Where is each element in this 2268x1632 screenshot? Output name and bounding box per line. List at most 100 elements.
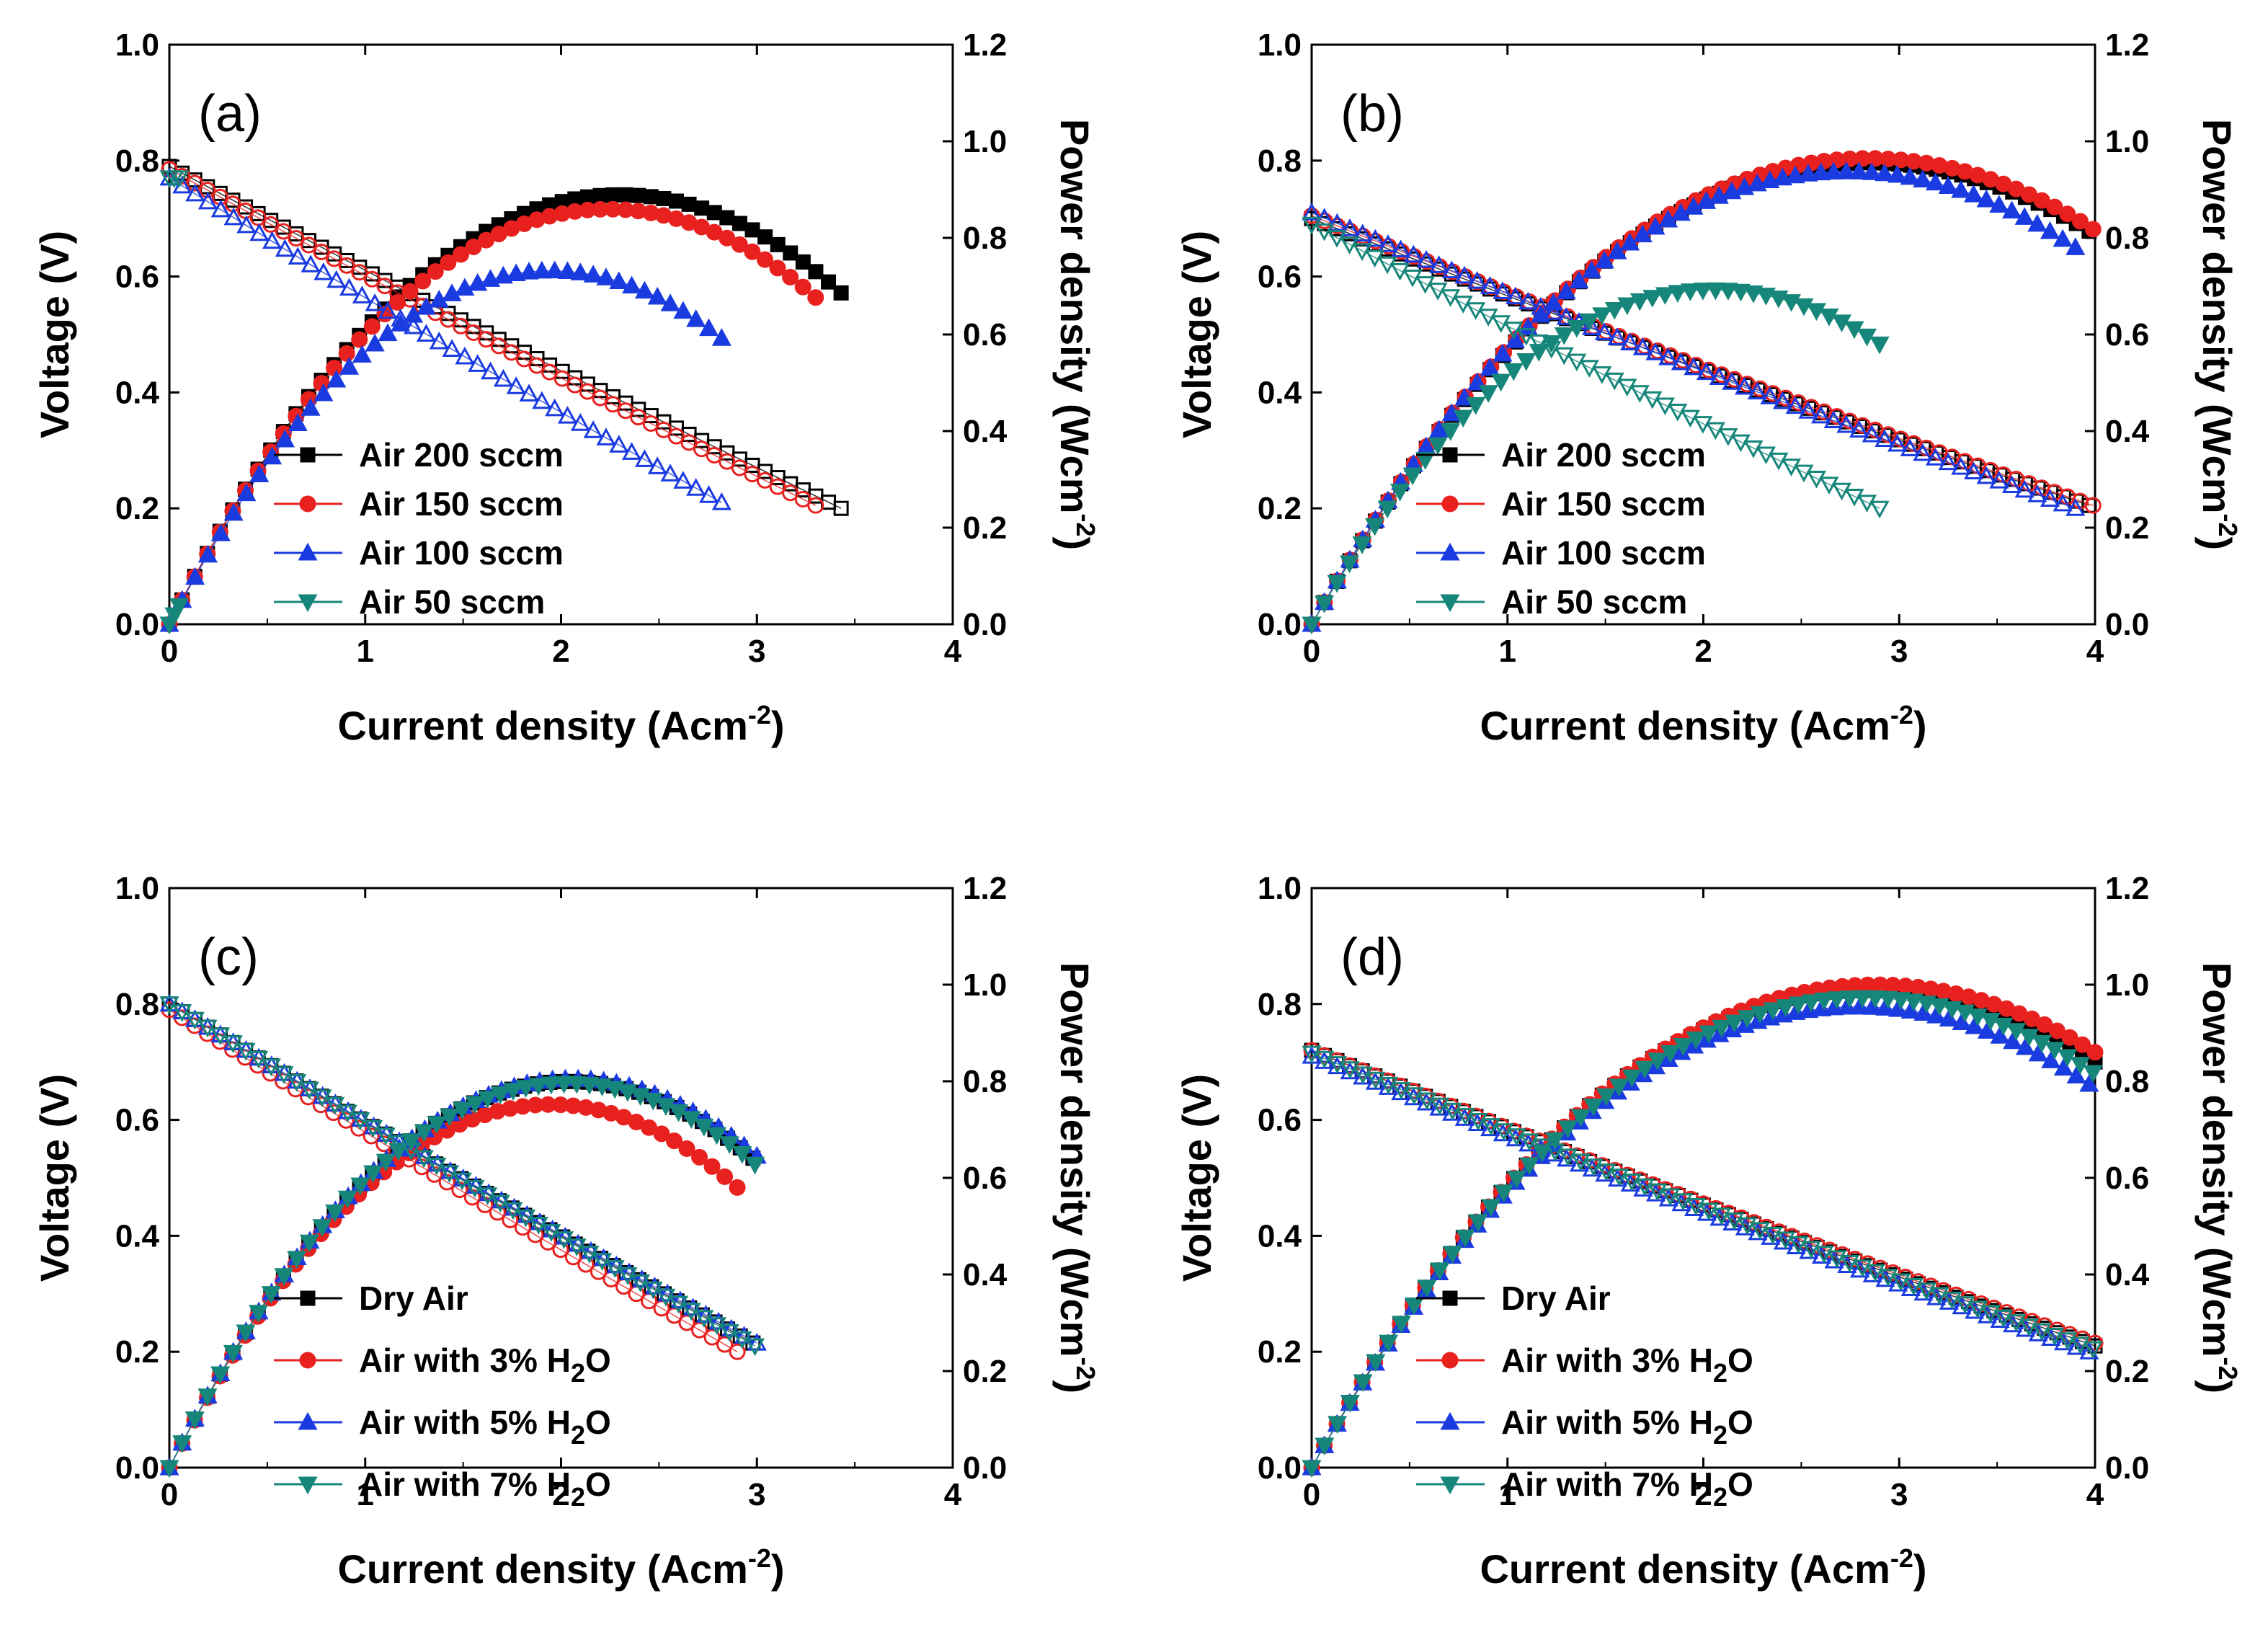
voltage-point bbox=[236, 215, 257, 234]
power-point bbox=[1622, 1069, 1642, 1088]
power-point bbox=[1926, 1006, 1947, 1024]
power-point bbox=[1763, 1002, 1783, 1021]
y-tick-label: 0.6 bbox=[115, 260, 159, 295]
voltage-point bbox=[210, 199, 231, 218]
voltage-point bbox=[186, 174, 203, 192]
panel-label: (d) bbox=[1340, 928, 1404, 986]
y2-tick-label: 1.2 bbox=[963, 871, 1007, 906]
voltage-point bbox=[1441, 260, 1462, 279]
power-point bbox=[757, 229, 773, 245]
power-point bbox=[465, 1096, 485, 1114]
voltage-point bbox=[1668, 404, 1688, 422]
voltage-point bbox=[1823, 410, 1844, 428]
power-point bbox=[401, 1133, 422, 1151]
voltage-point bbox=[1827, 1250, 1847, 1269]
power-point bbox=[159, 1460, 179, 1478]
power-point bbox=[1415, 452, 1436, 470]
power-point bbox=[1582, 260, 1602, 278]
power-point bbox=[694, 1118, 714, 1137]
power-point bbox=[1516, 353, 1537, 371]
legend-marker bbox=[1441, 495, 1459, 513]
power-point bbox=[1862, 997, 1882, 1015]
voltage-point bbox=[197, 191, 218, 210]
voltage-point bbox=[1620, 332, 1640, 350]
voltage-point bbox=[698, 485, 719, 503]
power-point bbox=[744, 243, 761, 260]
power-point bbox=[1878, 990, 1898, 1009]
voltage-point bbox=[1725, 1212, 1745, 1230]
voltage-point bbox=[1609, 1168, 1629, 1187]
power-point bbox=[783, 245, 799, 261]
power-point bbox=[1693, 283, 1713, 301]
power-point bbox=[519, 262, 539, 280]
power-point bbox=[2033, 192, 2050, 209]
y-tick-label: 0.0 bbox=[115, 607, 159, 642]
voltage-point bbox=[468, 354, 488, 372]
plot-frame bbox=[1310, 887, 2096, 1469]
power-point bbox=[2053, 1057, 2074, 1076]
y2-tick-label: 0.4 bbox=[963, 1257, 1008, 1292]
power-point bbox=[1545, 1132, 1565, 1150]
voltage-point bbox=[1878, 1269, 1898, 1287]
voltage-point bbox=[1617, 378, 1637, 397]
power-point bbox=[1519, 1157, 1539, 1176]
y2-axis-title: Power density (Wcm-2) bbox=[2194, 962, 2243, 1393]
power-point bbox=[1557, 1120, 1578, 1138]
voltage-point bbox=[1811, 405, 1831, 424]
power-point bbox=[1544, 293, 1564, 311]
voltage-point bbox=[1622, 1173, 1642, 1192]
voltage-point bbox=[1952, 1296, 1972, 1315]
y2-tick-label: 0.4 bbox=[963, 414, 1008, 449]
series-4 bbox=[159, 996, 765, 1478]
y-tick-label: 0.2 bbox=[1258, 491, 1302, 526]
power-point bbox=[249, 1305, 269, 1323]
power-point bbox=[452, 246, 469, 263]
voltage-point bbox=[1857, 495, 1877, 513]
voltage-point bbox=[1735, 1218, 1755, 1236]
power-point bbox=[1493, 343, 1513, 362]
power-point bbox=[656, 1098, 676, 1116]
power-point bbox=[707, 1127, 727, 1145]
voltage-point bbox=[1442, 1102, 1463, 1121]
legend-marker bbox=[1442, 1290, 1458, 1306]
power-point bbox=[1680, 283, 1700, 301]
voltage-point bbox=[1379, 1076, 1399, 1095]
legend-label: Air with 3% H2O bbox=[359, 1341, 611, 1388]
voltage-point bbox=[2003, 1314, 2023, 1333]
voltage-point bbox=[1888, 1273, 1908, 1292]
legend-marker bbox=[1440, 542, 1460, 561]
power-point bbox=[1402, 467, 1423, 486]
power-point bbox=[2014, 207, 2034, 225]
voltage-point bbox=[1786, 1236, 1806, 1255]
voltage-point bbox=[440, 311, 457, 328]
power-point bbox=[2046, 198, 2063, 216]
power-point bbox=[541, 1076, 561, 1095]
power-point bbox=[2001, 200, 2022, 219]
power-point bbox=[1837, 996, 1857, 1015]
power-point bbox=[2003, 1031, 2023, 1050]
voltage-point bbox=[2006, 1314, 2027, 1332]
power-point bbox=[1939, 1008, 1959, 1026]
y2-axis-title: Power density (Wcm-2) bbox=[1052, 962, 1100, 1393]
voltage-point bbox=[553, 370, 571, 387]
voltage-point bbox=[1989, 471, 2009, 489]
legend-label: Air 150 sccm bbox=[359, 485, 564, 523]
y2-tick-label: 0.2 bbox=[963, 1354, 1007, 1389]
x-tick-label: 2 bbox=[552, 1477, 569, 1512]
voltage-point bbox=[313, 262, 334, 280]
voltage-point bbox=[363, 270, 381, 288]
voltage-point bbox=[478, 331, 495, 348]
power-point bbox=[350, 1177, 370, 1196]
voltage-point bbox=[262, 231, 283, 249]
power-point bbox=[249, 464, 270, 483]
voltage-point bbox=[731, 459, 748, 476]
voltage-point bbox=[1693, 416, 1713, 434]
power-point bbox=[605, 187, 621, 203]
power-point bbox=[478, 1091, 498, 1109]
legend-marker bbox=[298, 594, 318, 613]
voltage-point bbox=[1327, 213, 1347, 231]
power-point bbox=[1642, 290, 1663, 308]
power-point bbox=[236, 1324, 256, 1343]
legend-marker bbox=[1440, 1476, 1460, 1495]
power-point bbox=[609, 271, 629, 289]
